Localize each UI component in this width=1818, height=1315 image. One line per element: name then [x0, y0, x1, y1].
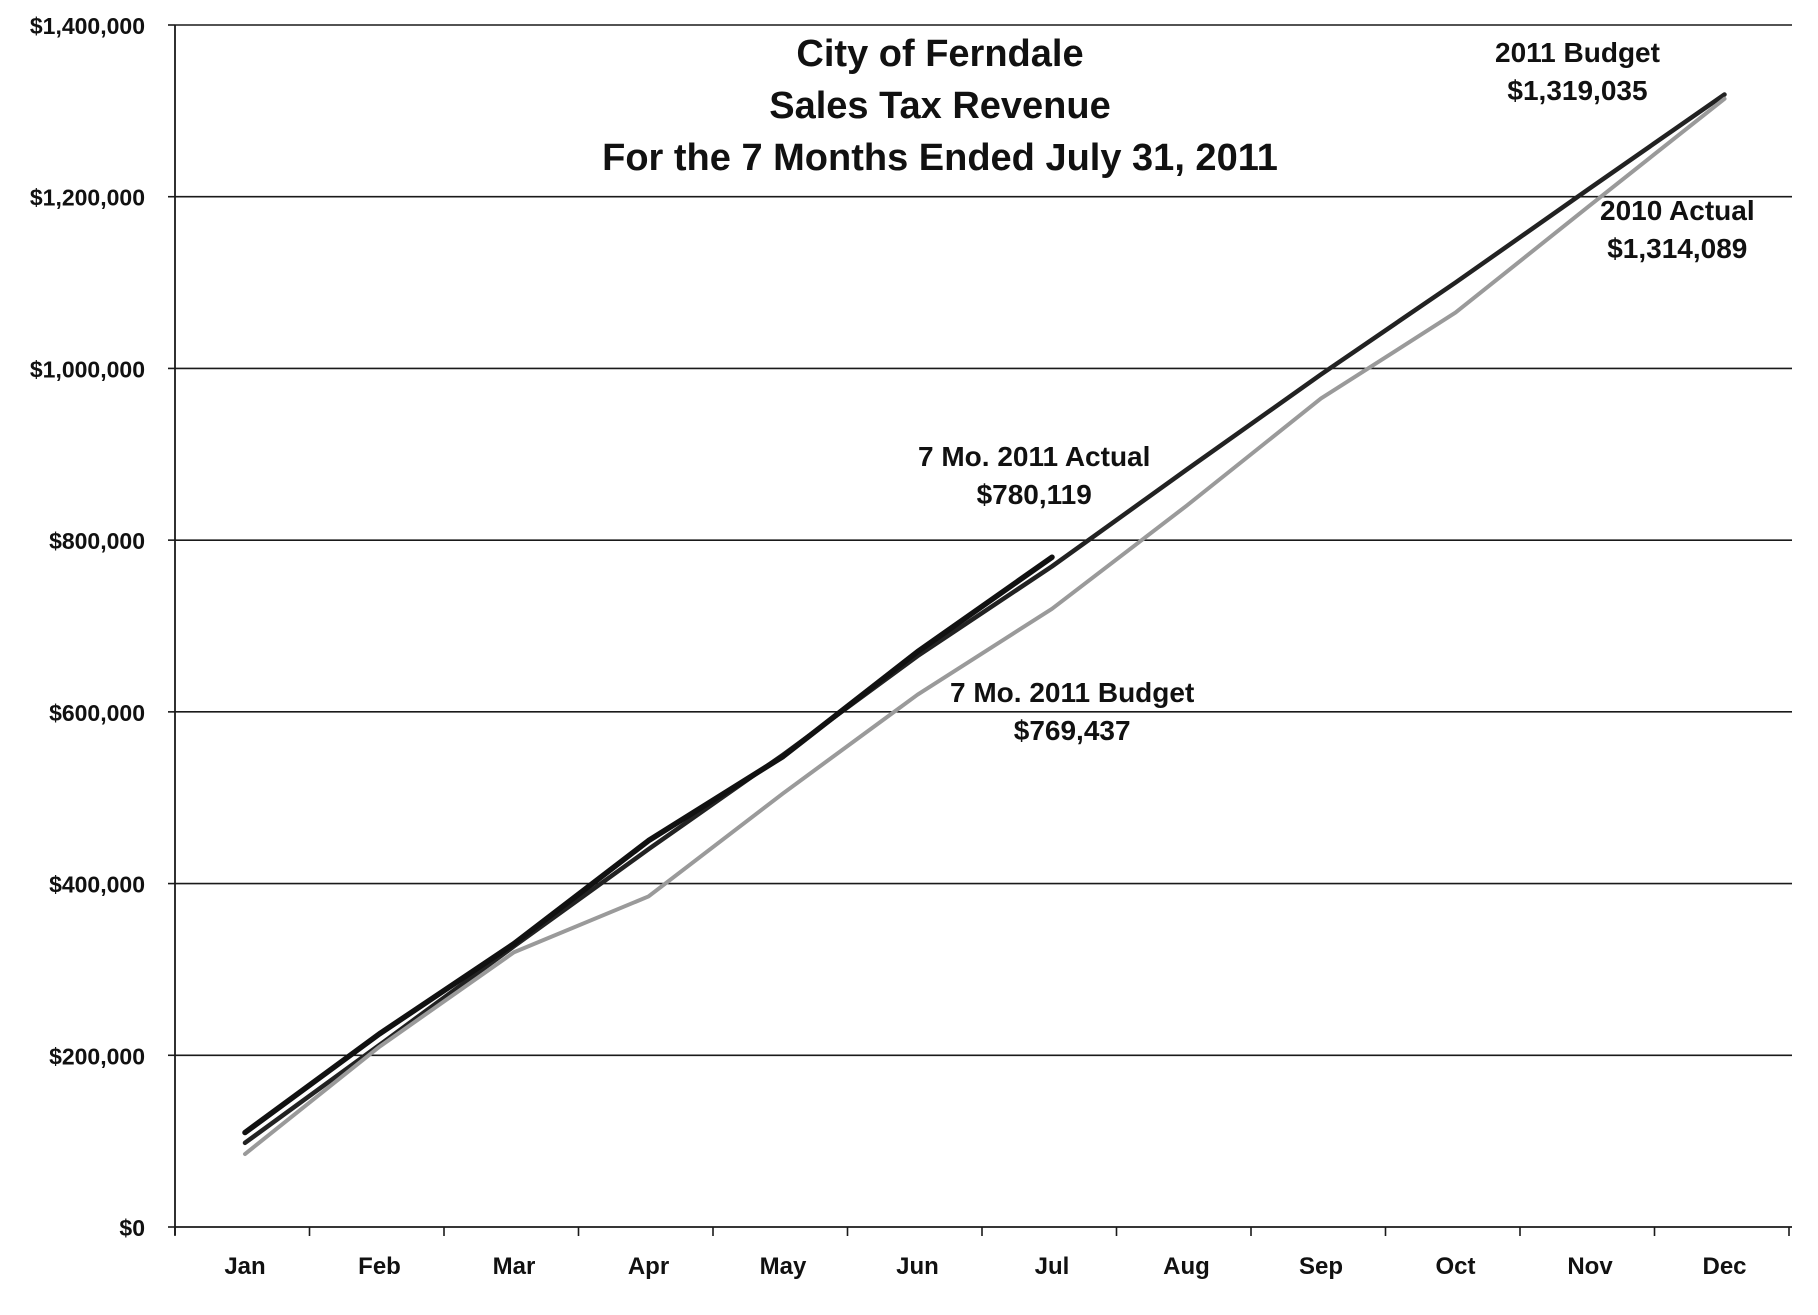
y-tick-label: $1,200,000 — [30, 185, 145, 211]
annotation-label: 2011 Budget — [1495, 37, 1660, 68]
series-lines — [242, 92, 1727, 1157]
y-tick-labels: $0 $200,000 $400,000 $600,000 $800,000 $1,000… — [30, 13, 145, 1241]
x-tick-label: Nov — [1567, 1253, 1613, 1280]
title-line-3: For the 7 Months Ended July 31, 2011 — [602, 137, 1278, 179]
annotation-label: 7 Mo. 2011 Budget — [950, 677, 1195, 708]
chart-title: City of Ferndale Sales Tax Revenue For t… — [600, 28, 1280, 184]
x-tick-label: Jan — [224, 1253, 265, 1280]
x-tick-label: Mar — [493, 1253, 536, 1280]
title-line-2: Sales Tax Revenue — [769, 85, 1111, 127]
x-tick-label: Apr — [628, 1253, 669, 1280]
y-tick-label: $600,000 — [49, 700, 145, 726]
annotation-value: $769,437 — [1013, 715, 1131, 746]
y-tick-label: $1,000,000 — [30, 356, 145, 382]
series-line-actual2011 — [242, 554, 1055, 1136]
annotation-2010-actual: 2010 Actual $1,314,089 — [1600, 192, 1755, 268]
x-tick-label: Feb — [358, 1253, 401, 1280]
y-tick-label: $1,400,000 — [30, 13, 145, 39]
x-tick-label: Sep — [1299, 1253, 1343, 1280]
x-tick-label: Oct — [1435, 1253, 1475, 1280]
annotation-2011-budget: 2011 Budget $1,319,035 — [1495, 34, 1660, 110]
axes — [168, 24, 1792, 1236]
series-line-actual2010 — [243, 96, 1727, 1157]
annotation-7mo-2011-actual: 7 Mo. 2011 Actual $780,119 — [918, 438, 1150, 514]
x-tick-labels: Jan Feb Mar Apr May Jun Jul Aug Sep Oct Nov Dec — [224, 1253, 1746, 1280]
annotation-label: 7 Mo. 2011 Actual — [918, 441, 1151, 472]
x-tick-label: May — [760, 1253, 807, 1280]
annotation-value: $1,319,035 — [1507, 75, 1648, 106]
y-tick-label: $0 — [119, 1215, 145, 1241]
annotation-value: $780,119 — [976, 479, 1092, 510]
title-line-1: City of Ferndale — [796, 33, 1084, 75]
series-line-budget — [242, 92, 1727, 1146]
gridlines — [175, 24, 1792, 1057]
annotation-7mo-2011-budget: 7 Mo. 2011 Budget $769,437 — [950, 674, 1194, 750]
x-tick-label: Dec — [1702, 1253, 1746, 1280]
annotation-label: 2010 Actual — [1600, 195, 1755, 226]
x-tick-label: Jun — [896, 1253, 939, 1280]
x-tick-label: Aug — [1163, 1253, 1210, 1280]
y-tick-label: $400,000 — [49, 872, 145, 898]
annotation-value: $1,314,089 — [1607, 233, 1748, 264]
x-tick-label: Jul — [1035, 1253, 1070, 1280]
y-tick-label: $200,000 — [49, 1043, 145, 1069]
y-tick-label: $800,000 — [49, 528, 145, 554]
